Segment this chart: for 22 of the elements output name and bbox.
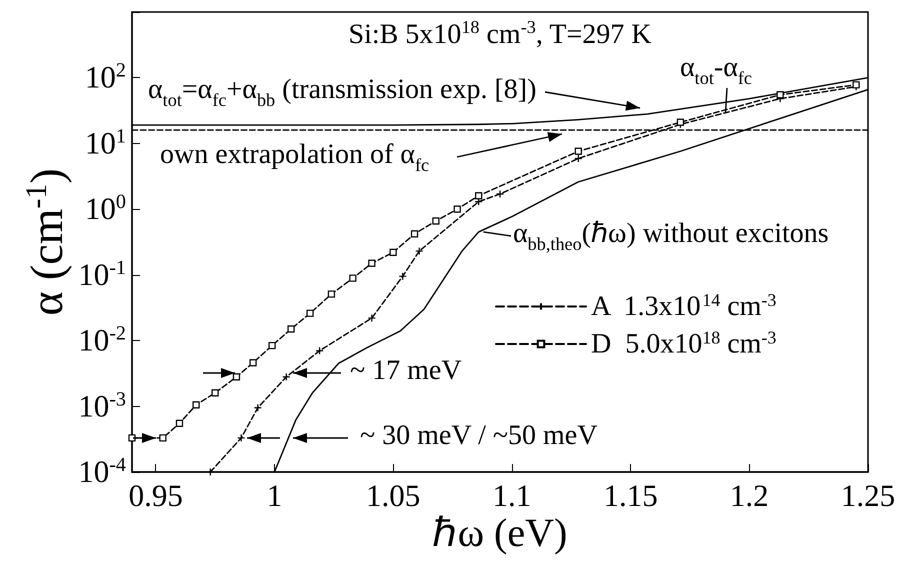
annotation: ~ 17 meV — [350, 355, 462, 386]
annotation: α$_{tot}$=α$_{fc}$+α$_{bb}$ (transmission exp. [8]) — [148, 74, 536, 110]
x-tick-label: 1.2 — [730, 478, 769, 513]
y-tick-label: 10$^{0}$ — [84, 191, 126, 226]
x-axis-title: ℏω (eV) — [432, 510, 568, 555]
x-tick-label: 0.95 — [128, 478, 183, 513]
chart-title: Si:B 5x10$^{18}$ cm$^{-3}$, T=297 K — [348, 17, 652, 50]
x-tick-label: 1.15 — [603, 478, 658, 513]
annotation: α$_{tot}$-α$_{fc}$ — [680, 52, 752, 88]
x-tick-label: 1.25 — [840, 478, 896, 513]
annotation: own extrapolation of α$_{fc}$ — [160, 139, 430, 176]
annotation: ~ 30 meV / ~50 meV — [360, 420, 598, 452]
y-tick-label: 10$^{-3}$ — [78, 388, 126, 424]
y-tick-label: 10$^{-2}$ — [78, 322, 126, 358]
y-tick-label: 10$^{1}$ — [84, 125, 126, 160]
x-tick-label: 1.05 — [366, 478, 420, 513]
x-tick-label: 1 — [266, 478, 282, 513]
annotation: α$_{bb,theo}$(ℏω) without excitons — [513, 218, 829, 254]
y-tick-label: 10$^{2}$ — [84, 60, 126, 95]
x-tick-label: 1.1 — [492, 478, 532, 513]
y-tick-label: 10$^{-4}$ — [78, 454, 126, 489]
y-tick-label: 10$^{-1}$ — [78, 256, 126, 292]
